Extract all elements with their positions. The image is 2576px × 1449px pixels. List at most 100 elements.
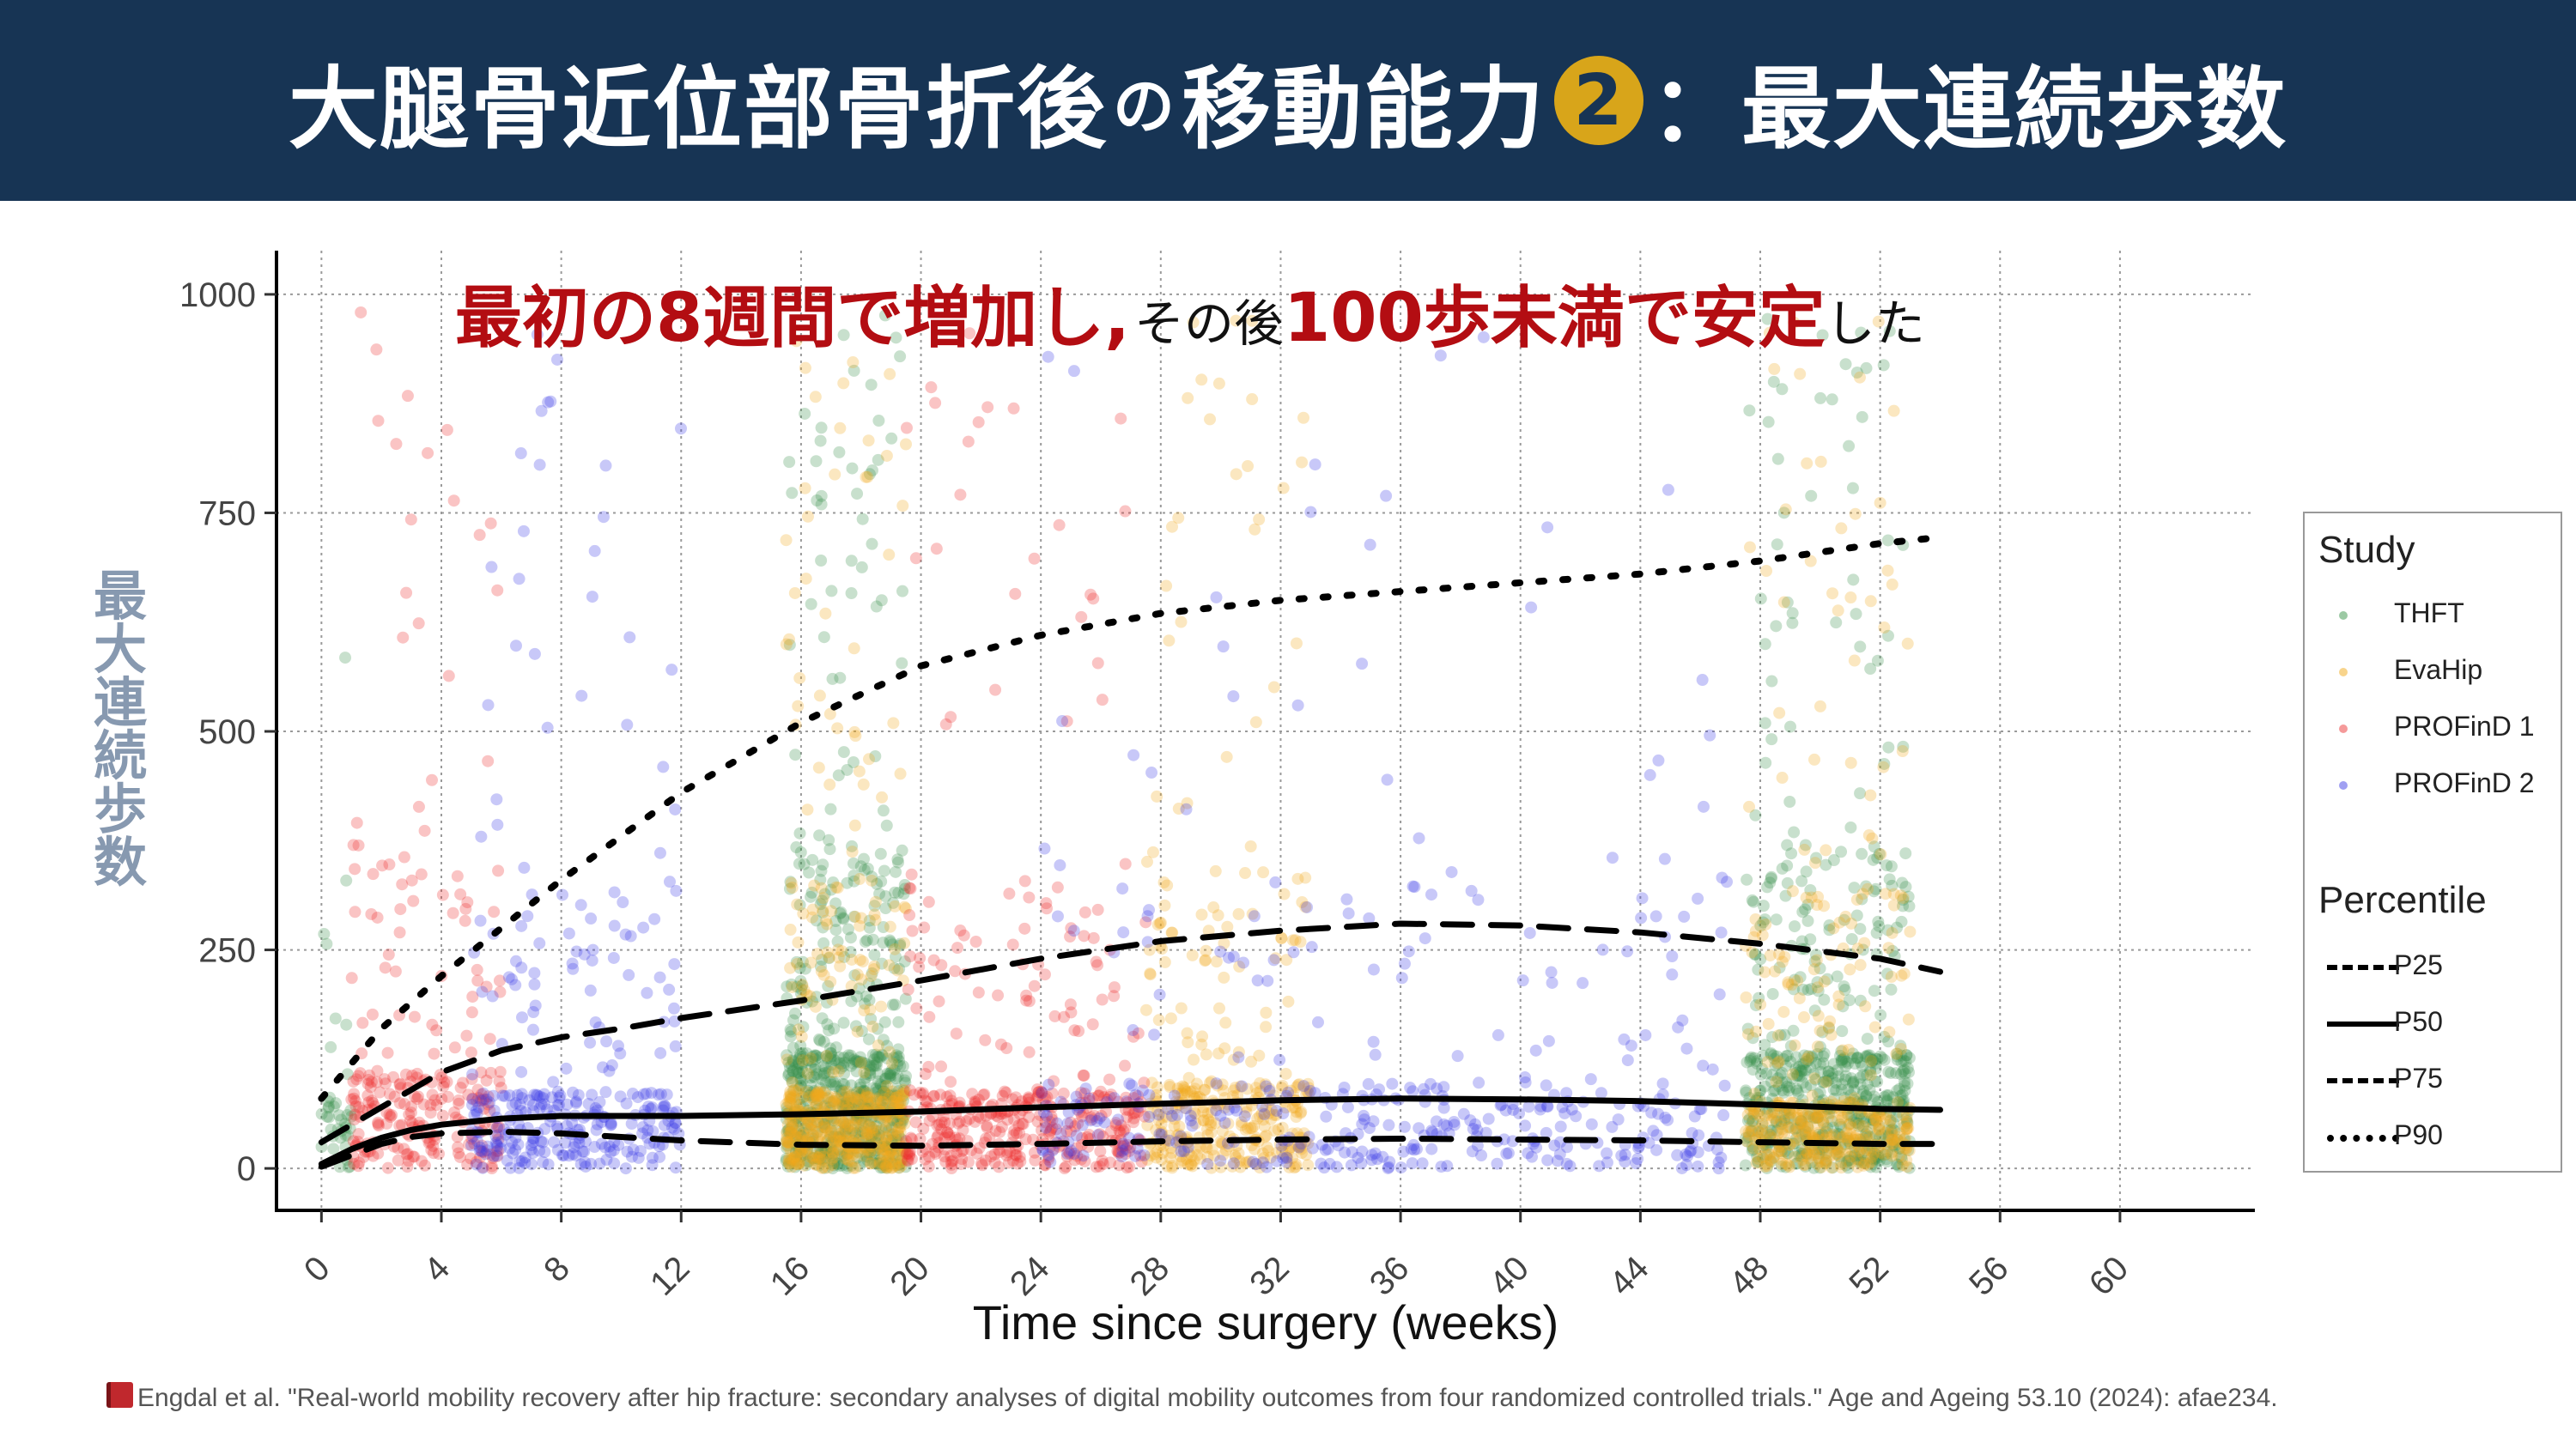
data-point [891,1070,904,1083]
y-tick-label: 250 [198,932,256,970]
data-point [829,1063,841,1076]
data-point [1050,1117,1063,1130]
data-point [1451,1050,1464,1063]
data-point [459,902,472,915]
data-point [1873,919,1886,932]
data-point [881,1040,894,1052]
data-point [841,1160,854,1173]
data-point [789,1145,802,1158]
data-point [579,1156,592,1169]
data-point [548,1136,561,1149]
data-point [897,888,910,900]
data-point [787,1064,799,1077]
data-point [884,934,896,947]
data-point [1519,1119,1532,1132]
data-point [367,868,380,881]
data-point [858,1121,871,1134]
data-point [806,1050,819,1063]
data-point [841,1161,854,1174]
data-point [1178,1082,1191,1095]
data-point [872,1022,884,1035]
data-point [814,1152,827,1165]
data-point [858,1084,871,1097]
data-point [827,1114,840,1127]
data-point [879,1080,892,1093]
data-point [812,1153,825,1166]
data-point [882,1125,895,1137]
data-point [792,1115,805,1128]
data-point [653,971,666,984]
data-point [1330,1161,1343,1173]
data-point [1342,907,1355,920]
data-point [1119,858,1132,870]
data-point [788,586,801,599]
data-point [813,829,826,842]
percentile-line-p90 [318,534,1944,1102]
data-point [1903,1066,1916,1079]
data-point [962,1155,975,1168]
data-point [1836,1025,1849,1038]
data-point [1662,483,1674,496]
data-point [1077,1069,1090,1082]
data-point [890,1130,902,1143]
data-point [1175,1002,1188,1015]
data-point [883,549,896,561]
data-point [900,1148,913,1161]
data-point [795,1130,808,1143]
data-point [865,1013,878,1026]
data-point [792,1158,805,1171]
data-point [788,1083,801,1096]
data-point [1807,963,1820,976]
data-point [669,803,682,815]
data-point [1866,832,1879,845]
data-point [1881,534,1894,547]
data-point [1779,1110,1792,1123]
data-point [819,1076,832,1089]
data-point [361,1089,374,1102]
data-point [554,1089,567,1102]
data-point [896,1114,909,1127]
data-point [892,1129,905,1142]
data-point [811,1068,823,1081]
data-point [881,1067,894,1080]
data-point [1874,1009,1887,1022]
data-point [1041,902,1054,915]
data-point [1416,1157,1429,1170]
data-point [794,1071,807,1084]
data-point [786,980,799,993]
data-point [886,1128,899,1141]
data-point [872,1147,884,1160]
data-point [1830,1084,1843,1097]
data-point [349,863,361,876]
data-point [1146,846,1159,858]
data-point [879,1140,892,1153]
data-point [1770,620,1783,633]
data-point [1096,993,1109,1006]
data-point [821,918,834,931]
data-point [1195,373,1208,386]
data-point [1294,1106,1307,1119]
data-point [878,1085,890,1098]
data-point [1091,1129,1104,1142]
y-tick-label: 1000 [179,276,256,314]
data-point [674,422,687,435]
data-point [1788,826,1801,839]
data-point [909,1116,922,1129]
data-point [1835,522,1848,535]
data-point [849,730,862,743]
data-point [884,1118,896,1131]
data-point [1804,933,1817,946]
data-point [786,882,799,894]
data-point [1158,899,1171,912]
data-point [1160,579,1173,592]
data-point [1772,1127,1785,1140]
data-point [781,1049,793,1062]
data-point [1188,1053,1200,1066]
data-point [599,1086,612,1099]
data-point [886,1088,899,1100]
data-point [318,928,331,941]
data-point [1067,365,1080,378]
data-point [1232,907,1245,920]
data-point [1007,402,1020,415]
data-point [798,984,811,997]
